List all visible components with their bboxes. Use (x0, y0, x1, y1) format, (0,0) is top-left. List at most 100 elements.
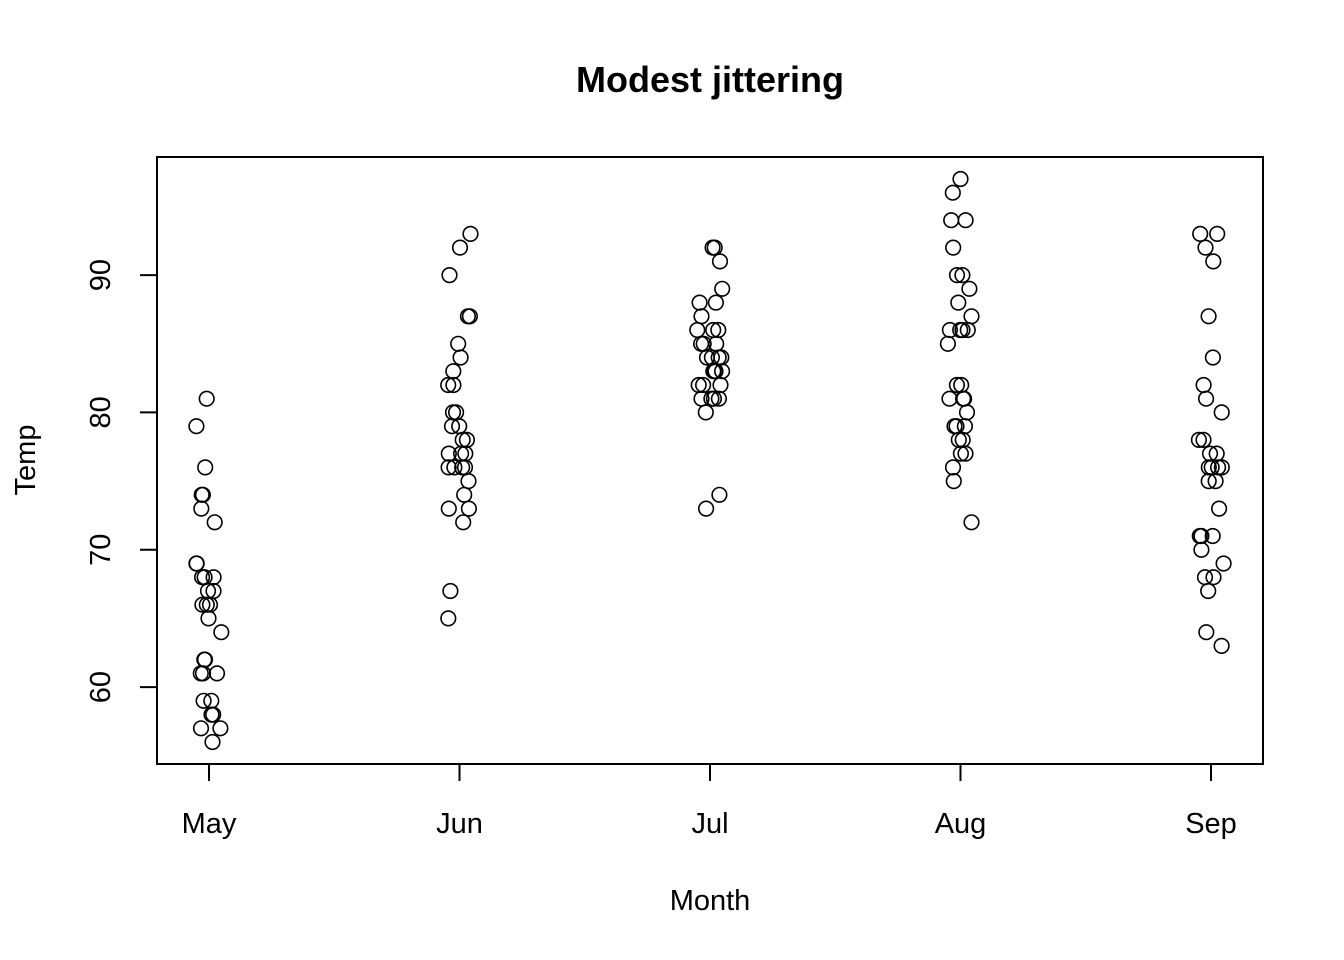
data-point-jun-5 (450, 335, 467, 352)
data-point-may-8 (188, 555, 205, 572)
data-point-aug-2 (943, 212, 960, 229)
data-point-jun-20 (454, 459, 471, 476)
data-point-may-22 (208, 665, 226, 682)
data-point-sep-25 (1196, 569, 1214, 586)
y-tick-label-80: 80 (85, 396, 117, 428)
data-point-sep-7 (1197, 390, 1215, 407)
data-point-sep-2 (1197, 239, 1214, 256)
data-point-aug-18 (941, 390, 958, 407)
data-point-aug-12 (959, 321, 976, 339)
data-point-jul-1 (706, 239, 723, 256)
data-point-jun-22 (440, 459, 457, 476)
data-point-aug-0 (952, 170, 969, 188)
data-point-jul-27 (711, 486, 728, 503)
data-point-may-4 (194, 486, 211, 503)
y-axis-label: Temp (10, 425, 42, 496)
data-point-jun-6 (452, 349, 469, 366)
data-point-jul-3 (714, 280, 731, 297)
data-point-may-28 (192, 720, 210, 737)
data-point-aug-19 (958, 404, 976, 421)
data-point-sep-17 (1200, 473, 1217, 490)
x-axis-label: Month (670, 885, 751, 917)
data-point-jul-23 (705, 390, 723, 407)
data-point-jul-20 (712, 376, 729, 394)
data-point-sep-27 (1198, 624, 1215, 641)
data-point-aug-5 (954, 267, 971, 284)
data-point-jun-10 (444, 404, 462, 421)
y-tick-label-60: 60 (85, 671, 117, 703)
data-point-sep-28 (1213, 637, 1230, 655)
data-point-jul-25 (710, 390, 728, 407)
data-point-may-17 (200, 610, 217, 627)
data-point-aug-15 (948, 376, 966, 394)
data-point-jul-26 (697, 404, 714, 421)
data-point-may-29 (212, 720, 229, 737)
y-tick-label-70: 70 (85, 534, 117, 566)
data-point-sep-26 (1200, 582, 1217, 600)
x-tick-label-may: May (182, 808, 237, 840)
data-point-jun-28 (442, 582, 459, 600)
data-point-jul-8 (689, 321, 706, 339)
data-point-sep-15 (1213, 459, 1230, 476)
data-point-sep-3 (1205, 253, 1222, 270)
data-point-jun-25 (440, 500, 457, 517)
data-point-sep-20 (1193, 527, 1210, 545)
data-point-sep-6 (1195, 376, 1212, 394)
data-point-may-11 (194, 569, 211, 586)
data-point-aug-8 (950, 294, 967, 311)
data-point-may-0 (198, 390, 215, 407)
data-point-jul-28 (697, 500, 715, 517)
data-point-aug-7 (961, 280, 978, 297)
data-point-jul-29 (698, 349, 716, 366)
data-point-may-5 (193, 500, 210, 517)
data-point-jun-24 (456, 486, 473, 503)
data-point-may-27 (203, 706, 220, 723)
plot-frame (156, 156, 1264, 765)
data-point-aug-26 (952, 445, 970, 462)
data-point-aug-30 (955, 390, 973, 407)
data-point-sep-8 (1213, 404, 1230, 421)
data-point-may-10 (205, 569, 222, 586)
data-point-sep-4 (1200, 308, 1217, 325)
data-point-may-6 (206, 514, 223, 531)
x-tick-label-aug: Aug (935, 808, 987, 840)
x-tick-label-jul: Jul (691, 808, 728, 840)
data-point-may-1 (188, 418, 205, 435)
data-point-may-30 (204, 733, 221, 751)
data-point-sep-22 (1193, 541, 1210, 558)
data-point-jun-9 (445, 376, 462, 394)
data-point-aug-22 (956, 418, 974, 435)
data-point-jun-13 (443, 418, 461, 435)
data-point-aug-25 (957, 445, 974, 462)
data-point-jul-6 (693, 308, 710, 325)
data-point-may-18 (213, 624, 230, 641)
x-tick-label-sep: Sep (1185, 808, 1237, 840)
data-point-aug-3 (957, 212, 974, 229)
data-point-aug-29 (963, 514, 980, 531)
data-point-sep-24 (1205, 569, 1222, 586)
y-tick-label-90: 90 (85, 259, 117, 291)
data-point-jun-1 (451, 239, 469, 256)
data-point-jun-7 (445, 363, 462, 380)
data-point-jun-26 (460, 500, 478, 517)
data-point-aug-9 (963, 308, 980, 325)
data-point-jun-23 (460, 473, 477, 490)
data-point-sep-21 (1204, 527, 1221, 545)
y-axis: 60 70 80 90 (85, 259, 158, 703)
data-point-sep-9 (1190, 431, 1207, 449)
data-point-aug-13 (954, 321, 971, 339)
data-point-aug-27 (944, 459, 962, 476)
data-point-aug-14 (939, 335, 957, 352)
data-point-aug-28 (945, 473, 962, 490)
data-point-jun-8 (440, 376, 457, 394)
data-point-jul-30 (707, 363, 724, 380)
data-point-aug-23 (950, 431, 967, 449)
data-point-jul-4 (691, 294, 708, 311)
data-point-sep-18 (1210, 500, 1228, 517)
data-point-may-3 (193, 486, 210, 503)
data-point-may-2 (197, 459, 214, 476)
data-point-jul-2 (711, 253, 729, 270)
data-point-jun-0 (462, 225, 479, 242)
data-point-jun-2 (441, 267, 458, 284)
data-point-may-25 (195, 692, 212, 709)
